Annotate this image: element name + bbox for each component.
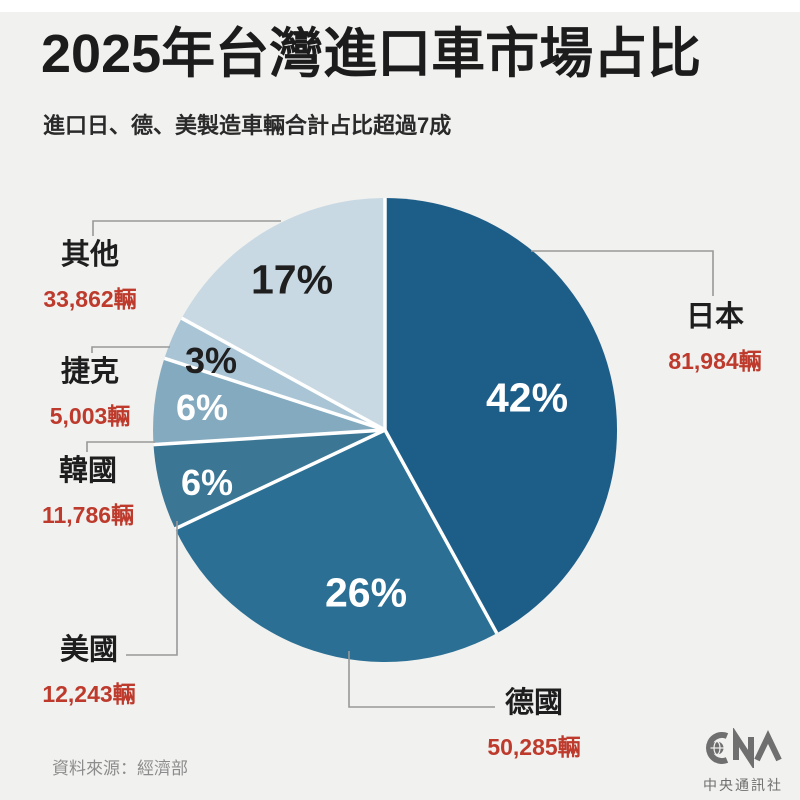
count-label-other: 33,862輛 xyxy=(43,286,137,313)
top-strip xyxy=(0,0,800,12)
pct-label-usa: 6% xyxy=(180,462,234,503)
pct-label-japan: 42% xyxy=(485,374,569,421)
leader-line-japan xyxy=(531,250,714,296)
cna-logo: 中央通訊社 xyxy=(698,726,788,795)
pct-label-czech: 3% xyxy=(184,340,238,381)
leader-line-czech xyxy=(91,346,170,353)
pct-label-germany: 26% xyxy=(324,569,408,616)
country-label-czech: 捷克 xyxy=(60,356,119,388)
country-label-japan: 日本 xyxy=(685,301,744,333)
callout-other: 其他 33,862輛 xyxy=(5,240,175,314)
count-label-japan: 81,984輛 xyxy=(668,348,762,375)
chart-subtitle: 進口日、德、美製造車輛合計占比超過7成 xyxy=(43,113,452,138)
leader-line-korea xyxy=(86,441,155,452)
pct-label-korea: 6% xyxy=(175,387,229,428)
callout-japan: 日本 81,984輛 xyxy=(630,302,800,376)
cna-logo-caption: 中央通訊社 xyxy=(703,777,783,793)
callout-usa: 美國 12,243輛 xyxy=(4,635,174,709)
pct-label-other: 17% xyxy=(250,256,334,303)
slice-separator xyxy=(153,428,386,447)
country-label-usa: 美國 xyxy=(59,634,118,666)
country-label-germany: 德國 xyxy=(504,687,563,719)
callout-czech: 捷克 5,003輛 xyxy=(5,357,175,431)
country-label-korea: 韓國 xyxy=(58,455,117,487)
cna-logo-icon xyxy=(706,726,782,771)
count-label-czech: 5,003輛 xyxy=(49,403,131,430)
count-label-usa: 12,243輛 xyxy=(42,681,136,708)
chart-title: 2025年台灣進口車市場占比 xyxy=(41,24,702,84)
leader-line-other xyxy=(92,220,281,236)
callout-korea: 韓國 11,786輛 xyxy=(3,456,173,530)
country-label-other: 其他 xyxy=(60,239,119,271)
source-note: 資料來源：經濟部 xyxy=(52,759,188,778)
count-label-korea: 11,786輛 xyxy=(41,502,135,529)
count-label-germany: 50,285輛 xyxy=(487,734,581,761)
callout-germany: 德國 50,285輛 xyxy=(449,688,619,762)
